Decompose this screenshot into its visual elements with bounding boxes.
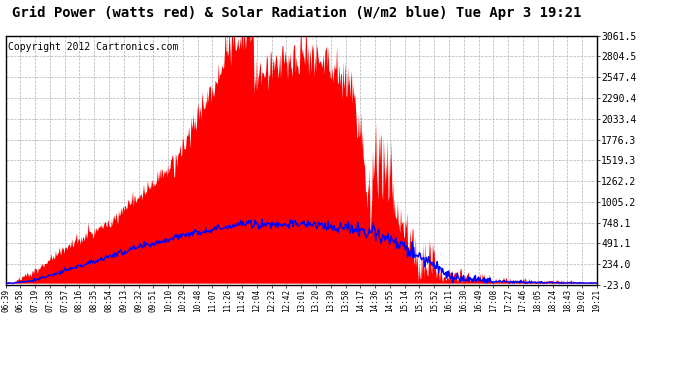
Text: Grid Power (watts red) & Solar Radiation (W/m2 blue) Tue Apr 3 19:21: Grid Power (watts red) & Solar Radiation… bbox=[12, 6, 582, 20]
Text: Copyright 2012 Cartronics.com: Copyright 2012 Cartronics.com bbox=[8, 42, 179, 52]
